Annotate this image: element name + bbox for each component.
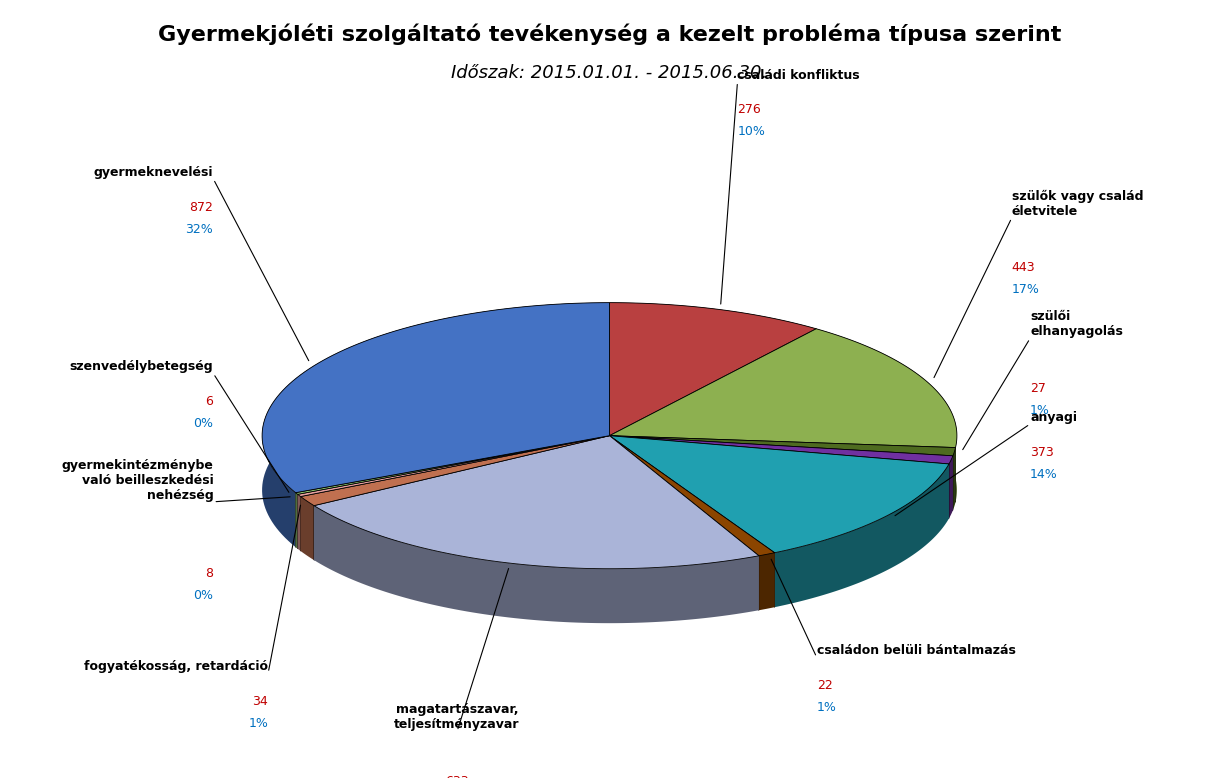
Text: fogyatékosság, retardáció: fogyatékosság, retardáció bbox=[84, 660, 268, 673]
Polygon shape bbox=[262, 303, 610, 547]
Polygon shape bbox=[610, 436, 953, 510]
Polygon shape bbox=[315, 436, 610, 560]
Text: 633: 633 bbox=[445, 775, 469, 778]
Polygon shape bbox=[953, 447, 956, 510]
Polygon shape bbox=[295, 436, 610, 547]
Text: anyagi: anyagi bbox=[1030, 411, 1078, 424]
Text: 34: 34 bbox=[252, 695, 268, 708]
Text: 6: 6 bbox=[206, 395, 213, 408]
Polygon shape bbox=[610, 436, 953, 464]
Text: 1%: 1% bbox=[1030, 404, 1050, 417]
Polygon shape bbox=[610, 329, 817, 490]
Text: családi konfliktus: családi konfliktus bbox=[737, 68, 861, 82]
Polygon shape bbox=[295, 436, 610, 547]
Polygon shape bbox=[610, 436, 759, 610]
Polygon shape bbox=[297, 494, 301, 551]
Text: 17%: 17% bbox=[1012, 283, 1040, 296]
Text: 22: 22 bbox=[817, 679, 833, 692]
Text: szülői
elhanyagolás: szülői elhanyagolás bbox=[1030, 310, 1123, 338]
Text: szenvedélybetegség: szenvedélybetegség bbox=[69, 360, 213, 373]
Polygon shape bbox=[610, 329, 817, 490]
Polygon shape bbox=[301, 436, 610, 551]
Text: 373: 373 bbox=[1030, 446, 1053, 459]
Polygon shape bbox=[301, 436, 610, 551]
Text: szülők vagy család
életvitele: szülők vagy család életvitele bbox=[1012, 190, 1143, 218]
Text: Gyermekjóléti szolgáltató tevékenység a kezelt probléma típusa szerint: Gyermekjóléti szolgáltató tevékenység a … bbox=[157, 23, 1062, 45]
Polygon shape bbox=[948, 456, 953, 518]
Text: 0%: 0% bbox=[194, 417, 213, 430]
Text: 32%: 32% bbox=[185, 223, 213, 236]
Text: 10%: 10% bbox=[737, 125, 766, 138]
Polygon shape bbox=[610, 436, 956, 502]
Text: Időszak: 2015.01.01. - 2015.06.30.: Időszak: 2015.01.01. - 2015.06.30. bbox=[451, 64, 768, 82]
Polygon shape bbox=[759, 552, 774, 610]
Text: családon belüli bántalmazás: családon belüli bántalmazás bbox=[817, 644, 1015, 657]
Polygon shape bbox=[610, 303, 817, 384]
Text: gyermekintézménybe
való beilleszkedési
nehézség: gyermekintézménybe való beilleszkedési n… bbox=[61, 459, 213, 502]
Polygon shape bbox=[301, 496, 315, 560]
Text: 0%: 0% bbox=[194, 589, 213, 602]
Polygon shape bbox=[610, 436, 759, 610]
Polygon shape bbox=[774, 464, 948, 607]
Polygon shape bbox=[315, 436, 759, 569]
Text: 1%: 1% bbox=[249, 717, 268, 730]
Polygon shape bbox=[297, 436, 610, 496]
Text: 872: 872 bbox=[189, 201, 213, 214]
Polygon shape bbox=[297, 436, 610, 548]
Polygon shape bbox=[295, 492, 297, 548]
Polygon shape bbox=[315, 436, 610, 560]
Polygon shape bbox=[610, 436, 774, 607]
Polygon shape bbox=[610, 436, 948, 552]
Text: 1%: 1% bbox=[817, 701, 836, 714]
Polygon shape bbox=[610, 436, 956, 456]
Polygon shape bbox=[610, 436, 948, 518]
Text: 8: 8 bbox=[205, 567, 213, 580]
Text: magatartászavar,
teljesítményzavar: magatartászavar, teljesítményzavar bbox=[395, 703, 519, 731]
Text: 276: 276 bbox=[737, 103, 761, 117]
Polygon shape bbox=[610, 436, 774, 555]
Polygon shape bbox=[610, 329, 957, 447]
Polygon shape bbox=[817, 329, 957, 502]
Polygon shape bbox=[610, 436, 953, 510]
Polygon shape bbox=[301, 436, 610, 506]
Polygon shape bbox=[610, 436, 956, 502]
Polygon shape bbox=[297, 436, 610, 548]
Polygon shape bbox=[610, 303, 817, 436]
Polygon shape bbox=[295, 436, 610, 494]
Polygon shape bbox=[262, 303, 610, 492]
Polygon shape bbox=[610, 436, 774, 607]
Polygon shape bbox=[610, 436, 948, 518]
Text: 443: 443 bbox=[1012, 261, 1035, 275]
Text: gyermeknevelési: gyermeknevelési bbox=[94, 166, 213, 179]
Text: 14%: 14% bbox=[1030, 468, 1058, 481]
Polygon shape bbox=[315, 506, 759, 623]
Text: 27: 27 bbox=[1030, 382, 1046, 395]
